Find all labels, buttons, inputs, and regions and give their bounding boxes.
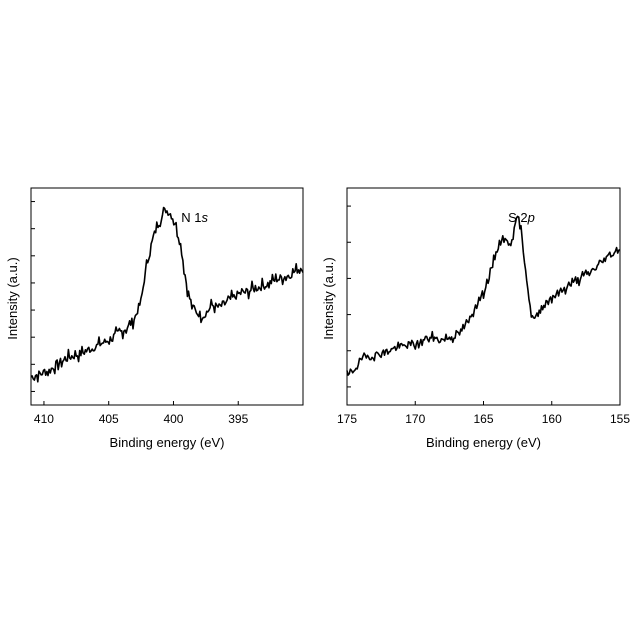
peak-label-s2p: S 2p	[508, 210, 535, 225]
x-tick-label: 405	[99, 412, 119, 426]
spectrum-line-n1s	[31, 208, 303, 382]
x-tick-label: 410	[34, 412, 54, 426]
x-tick-label: 155	[610, 412, 630, 426]
x-tick-label: 160	[542, 412, 562, 426]
ticks-s2p: 175 170 165 160 155	[337, 206, 630, 426]
y-axis-label-s2p: Intensity (a.u.)	[321, 257, 336, 339]
x-tick-label: 175	[337, 412, 357, 426]
y-axis-label-n1s: Intensity (a.u.)	[5, 257, 20, 339]
panel-s2p: 175 170 165 160 155 S 2p Binding energy (eV)…	[321, 188, 630, 450]
spectrum-line-s2p	[347, 216, 620, 375]
ticks-n1s: 410 405 400 395	[31, 202, 249, 426]
peak-label-n1s: N 1s	[181, 210, 208, 225]
plot-frame-n1s	[31, 188, 303, 405]
x-axis-label-n1s: Binding energy (eV)	[110, 435, 225, 450]
x-tick-label: 165	[473, 412, 493, 426]
x-tick-label: 400	[163, 412, 183, 426]
x-tick-label: 395	[228, 412, 248, 426]
x-tick-label: 170	[405, 412, 425, 426]
panel-n1s: 410 405 400 395 N 1s Binding energy (eV) In…	[5, 188, 303, 450]
x-axis-label-s2p: Binding energy (eV)	[426, 435, 541, 450]
